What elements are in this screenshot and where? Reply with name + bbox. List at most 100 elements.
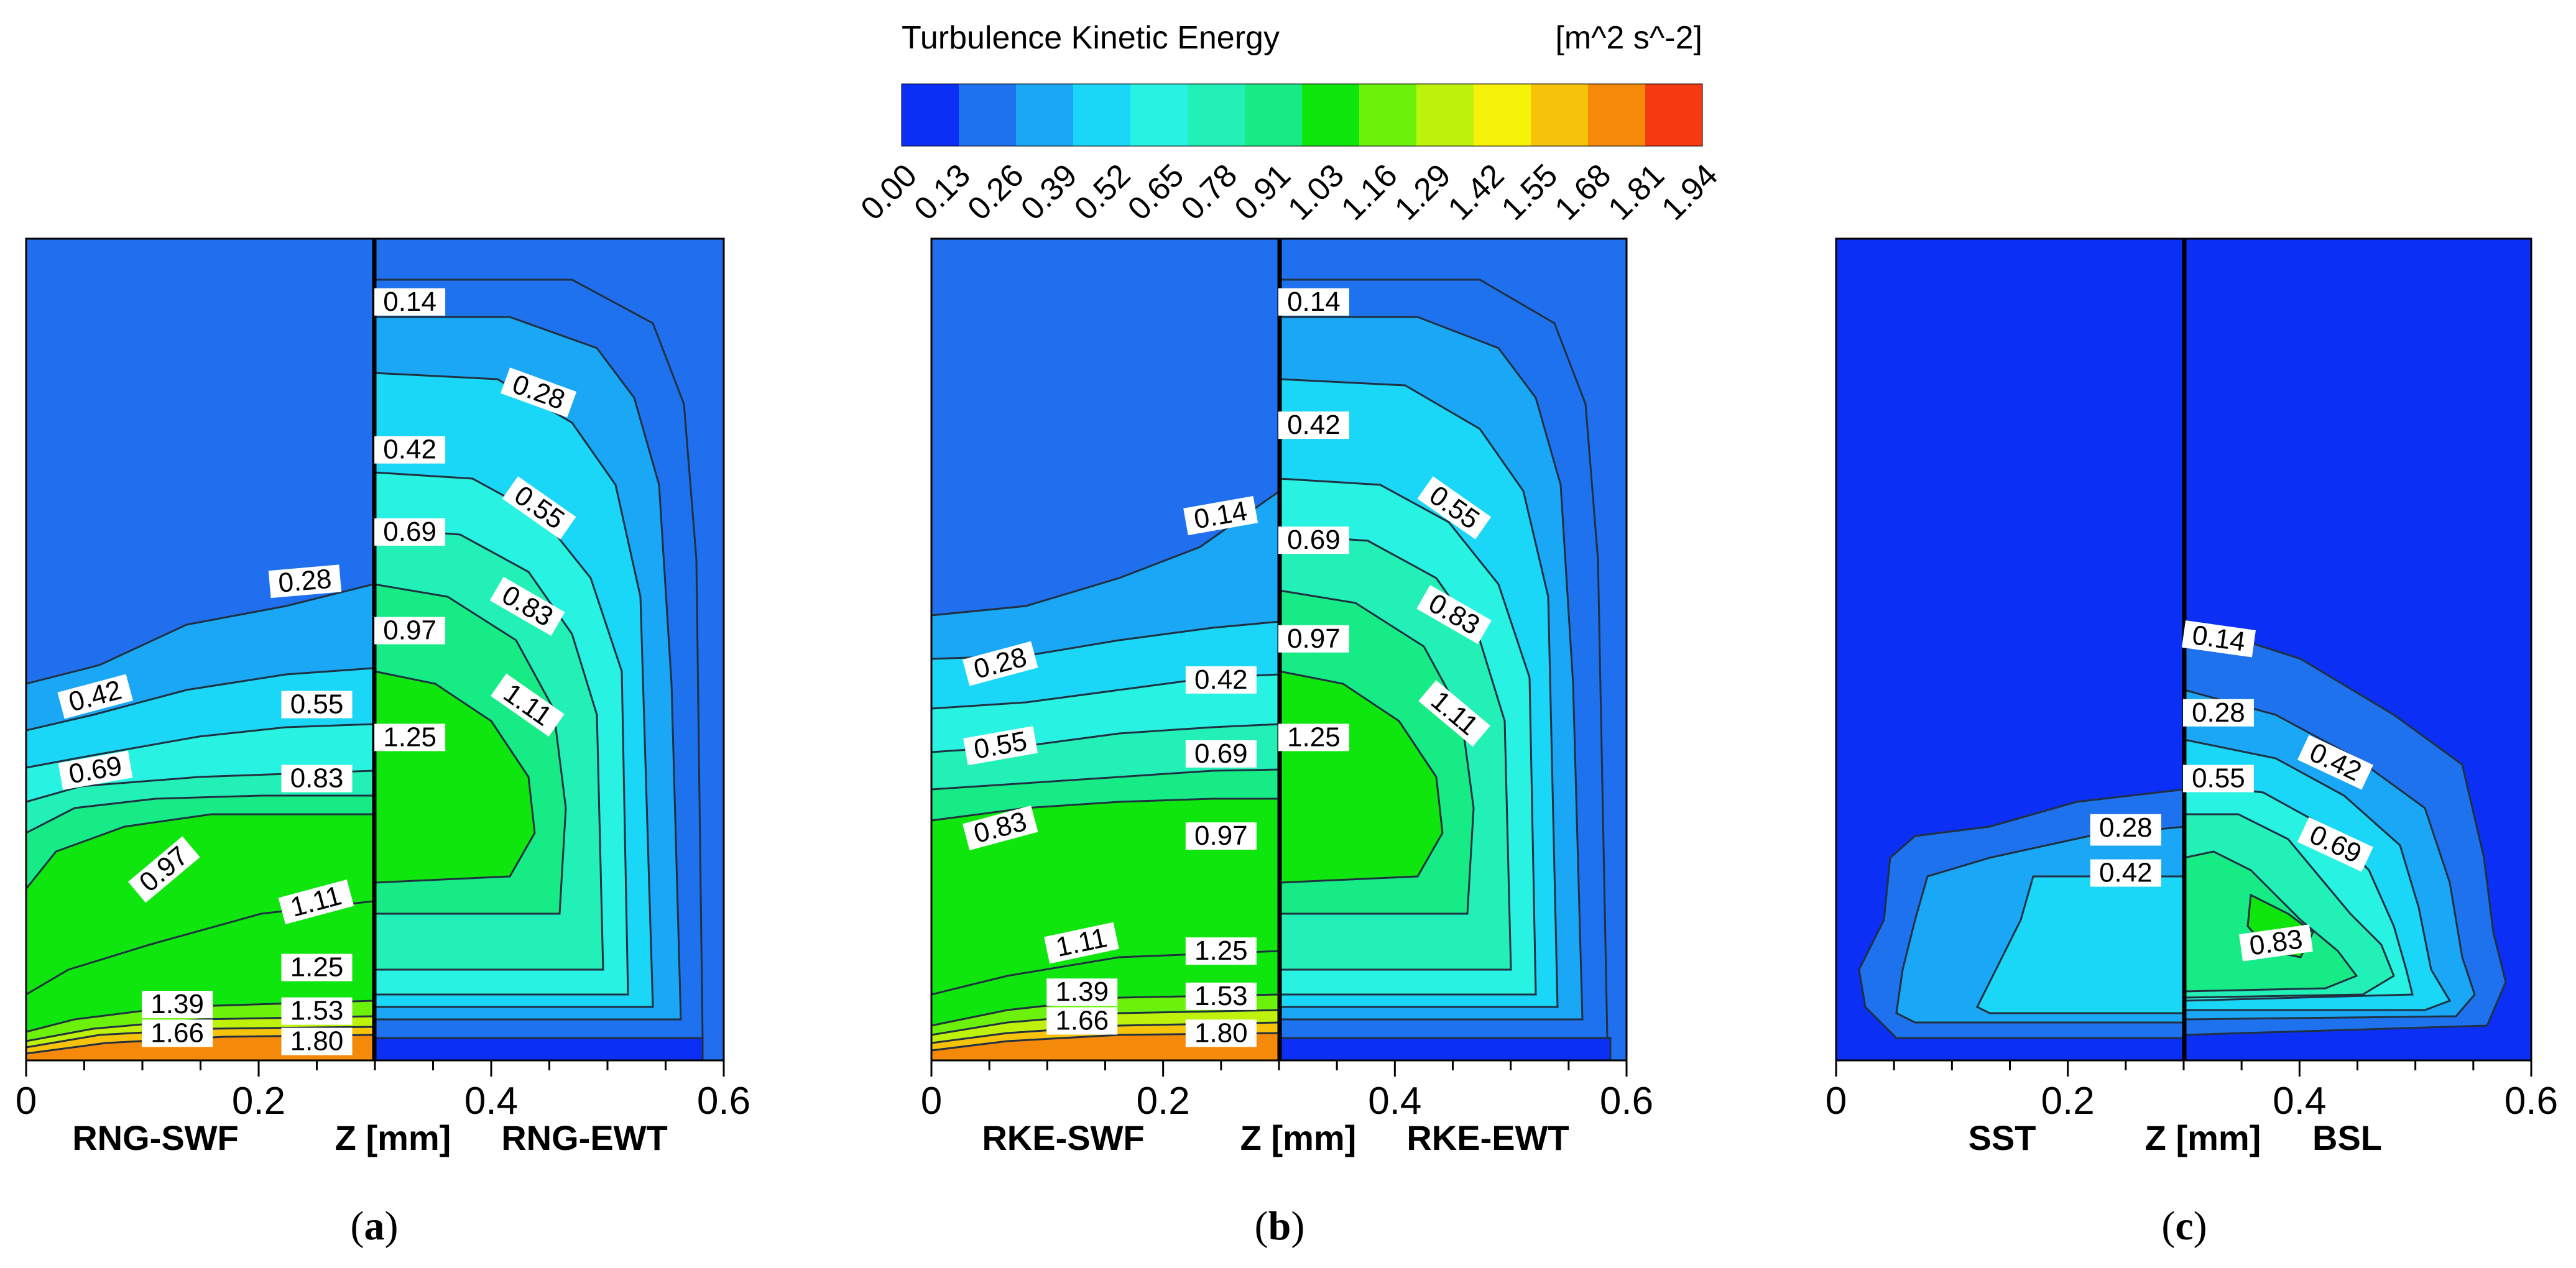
- contour-label-text: 1.80: [290, 1026, 344, 1057]
- contour-label-bg: [268, 564, 342, 599]
- panel-c-xlabel: Z [mm]: [2145, 1118, 2261, 1157]
- contour-label-text: 0.42: [383, 434, 436, 465]
- contour-label: 0.97: [1185, 820, 1257, 851]
- contour-label: 1.25: [374, 722, 446, 752]
- panel-b-contour-labels: 0.140.420.550.690.830.971.111.250.140.28…: [963, 287, 1492, 1048]
- contour-label-bg: [1046, 1007, 1118, 1035]
- panel-c-contour-labels: 0.140.280.420.140.280.420.550.690.83: [2090, 620, 2373, 962]
- colorbar-tick-label: 1.42: [1441, 157, 1512, 227]
- colorbar-swatch: [1531, 84, 1589, 146]
- panel-b-xlabel: Z [mm]: [1240, 1118, 1357, 1157]
- contour-label-text: 0.28: [2192, 697, 2245, 728]
- colorbar-tick-label: 0.39: [1014, 157, 1084, 227]
- contour-label: 0.42: [1185, 664, 1257, 695]
- panel-a-right-contours: [373, 278, 704, 1060]
- contour-label: 1.25: [281, 952, 353, 983]
- contour-label: 0.14: [1278, 287, 1349, 317]
- panel-a-xlabel: Z [mm]: [335, 1118, 451, 1157]
- contour-label: 0.69: [1185, 738, 1257, 769]
- contour-label-text: 0.83: [2248, 924, 2305, 961]
- panel-c-left-model: SST: [1969, 1118, 2036, 1157]
- contour-label-text: 1.25: [383, 722, 436, 752]
- contour-label: 0.83: [281, 763, 353, 794]
- contour-label: 0.42: [2090, 858, 2161, 888]
- colorbar-tick-label: 0.13: [907, 157, 977, 227]
- colorbar-tick-label: 1.81: [1602, 157, 1672, 227]
- x-tick-label: 0: [16, 1080, 37, 1123]
- x-tick-label: 0: [1826, 1080, 1847, 1123]
- contour-label-bg: [1183, 495, 1258, 536]
- contour-label-bg: [1278, 288, 1349, 316]
- contour-label-bg: [1278, 625, 1349, 653]
- contour-label-text: 1.25: [290, 952, 344, 983]
- contour-label-bg: [2090, 859, 2161, 887]
- panel-c-right-model: BSL: [2312, 1118, 2382, 1157]
- x-tick-label: 0.4: [1368, 1080, 1421, 1123]
- contour-label-bg: [502, 476, 576, 540]
- contour-label-bg: [1418, 680, 1490, 747]
- colorbar-swatch: [1016, 84, 1074, 146]
- panel-c-x-axis: 0 0.2 0.4 0.6: [1826, 1060, 2558, 1123]
- contour-label-bg: [963, 726, 1038, 766]
- contour-label-bg: [1185, 666, 1257, 694]
- contour-label-bg: [2182, 765, 2254, 792]
- contour-label-bg: [2090, 814, 2161, 842]
- contour-label-bg: [374, 288, 446, 316]
- contour-label: 0.69: [374, 517, 446, 547]
- contour-label: 1.80: [1185, 1018, 1257, 1048]
- contour-label-text: 1.25: [1287, 722, 1341, 752]
- colorbar-swatch: [1073, 84, 1131, 146]
- contour-label-bg: [491, 673, 565, 737]
- contour-label-text: 0.14: [2191, 620, 2248, 657]
- contour-label-bg: [1044, 922, 1119, 964]
- contour-label-bg: [1185, 982, 1257, 1010]
- contour-label-text: 1.80: [1194, 1018, 1248, 1048]
- contour-label-bg: [57, 674, 133, 719]
- contour-label: 1.25: [1185, 935, 1257, 966]
- colorbar-tick-label: 1.94: [1655, 157, 1725, 227]
- contour-label: 1.80: [281, 1026, 353, 1057]
- contour-label-text: 1.53: [290, 996, 344, 1026]
- colorbar-tick-label: 0.78: [1175, 157, 1245, 227]
- contour-label: 1.66: [1046, 1006, 1118, 1036]
- contour-label-text: 1.66: [1055, 1006, 1109, 1036]
- contour-label-bg: [281, 997, 353, 1025]
- contour-label-text: 0.69: [1194, 738, 1248, 769]
- contour-label-bg: [1185, 937, 1257, 965]
- colorbar-swatch: [1645, 84, 1703, 146]
- contour-label-bg: [1185, 822, 1257, 850]
- contour-label: 0.42: [374, 434, 446, 465]
- colorbar-border: [901, 83, 1703, 147]
- contour-label-bg: [128, 836, 200, 903]
- panel-c-caption: (c): [2161, 1203, 2207, 1249]
- contour-label-text: 1.53: [1194, 981, 1248, 1011]
- contour-label-bg: [374, 724, 446, 751]
- contour-label-bg: [2181, 620, 2256, 658]
- colorbar-tick-label: 1.16: [1334, 157, 1405, 227]
- panel-b-caption: (b): [1255, 1203, 1305, 1249]
- contour-label-text: 0.55: [2192, 763, 2245, 794]
- x-tick-label: 0: [921, 1080, 942, 1123]
- colorbar-swatch: [1588, 84, 1646, 146]
- contour-label: 0.42: [1278, 410, 1349, 440]
- x-tick-label: 0.2: [2041, 1080, 2095, 1123]
- colorbar: Turbulence Kinetic Energy [m^2 s^-2] 0.0…: [854, 20, 1725, 227]
- contour-label: 0.69: [1278, 525, 1349, 555]
- contour-label-bg: [281, 953, 353, 981]
- contour-label-text: 1.39: [1055, 976, 1109, 1007]
- panel-b-x-axis: 0 0.2 0.4 0.6: [921, 1060, 1653, 1123]
- contour-label-bg: [1278, 411, 1349, 439]
- contour-label-bg: [1185, 1019, 1257, 1047]
- panel-a-right-model: RNG-EWT: [501, 1118, 668, 1157]
- contour-label: 0.83: [2239, 924, 2314, 962]
- contour-label-text: 0.83: [290, 763, 344, 794]
- colorbar-swatch: [1302, 84, 1360, 146]
- contour-label-text: 0.55: [290, 689, 344, 720]
- contour-label-bg: [2182, 699, 2254, 727]
- contour-label-bg: [281, 691, 353, 719]
- colorbar-tick-labels: 0.000.130.260.390.520.650.780.911.031.16…: [854, 157, 1725, 227]
- contour-label-bg: [374, 617, 446, 645]
- colorbar-swatch: [1245, 84, 1303, 146]
- colorbar-swatch: [902, 84, 959, 146]
- contour-label-text: 0.42: [1194, 664, 1248, 695]
